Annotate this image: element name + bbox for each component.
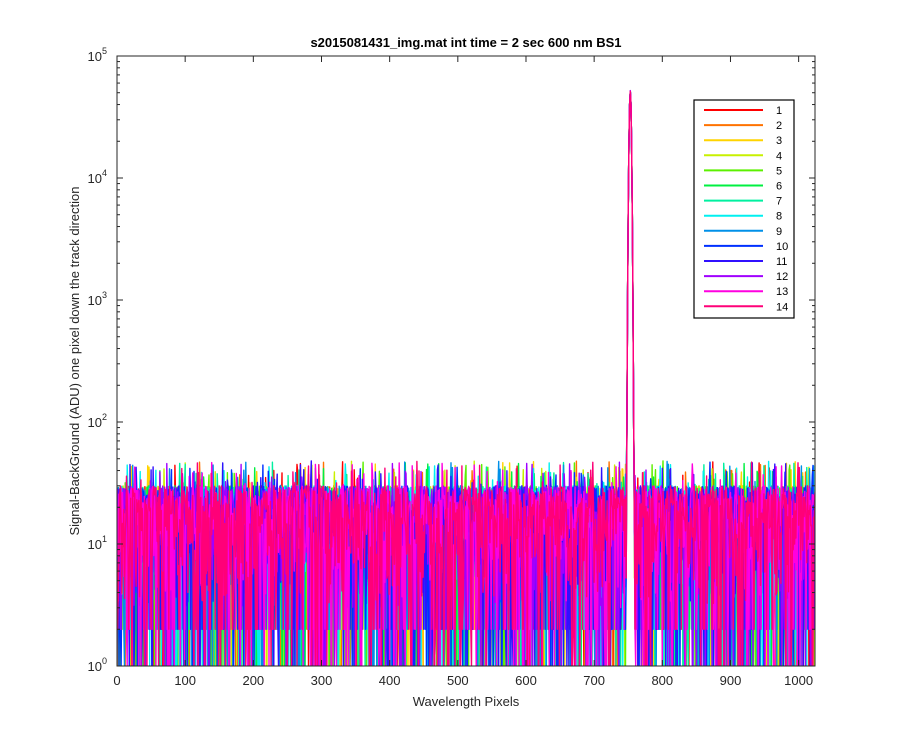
x-tick-label: 300 — [311, 673, 333, 688]
x-tick-label: 600 — [515, 673, 537, 688]
y-tick-label: 103 — [88, 290, 107, 308]
legend-label-4: 4 — [776, 150, 782, 162]
x-tick-label: 1000 — [784, 673, 813, 688]
x-tick-label: 900 — [720, 673, 742, 688]
x-tick-label: 500 — [447, 673, 469, 688]
x-tick-label: 400 — [379, 673, 401, 688]
y-tick-label: 104 — [88, 168, 107, 186]
legend-box — [693, 99, 795, 319]
series-layer — [117, 89, 815, 666]
y-tick-label: 100 — [88, 656, 107, 674]
legend-label-10: 10 — [776, 241, 788, 253]
x-tick-label: 100 — [174, 673, 196, 688]
x-axis: 0 100 200 300 400 500 600 700 800 900 1000 — [113, 56, 813, 688]
legend-label-14: 14 — [776, 301, 788, 313]
y-tick-label: 105 — [88, 46, 107, 64]
legend-label-11: 11 — [776, 256, 787, 268]
y-tick-label: 101 — [88, 534, 107, 552]
x-tick-label: 0 — [113, 673, 120, 688]
legend-label-12: 12 — [776, 271, 788, 283]
x-axis-label: Wavelength Pixels — [413, 694, 520, 709]
legend-label-6: 6 — [776, 181, 782, 193]
plot-area-frame — [116, 55, 816, 667]
legend-label-5: 5 — [776, 165, 782, 177]
series-line-14 — [117, 90, 815, 666]
chart-title: s2015081431_img.mat int time = 2 sec 600… — [310, 35, 621, 50]
legend-label-1: 1 — [776, 105, 782, 117]
legend-label-7: 7 — [776, 196, 782, 208]
legend-label-13: 13 — [776, 286, 788, 298]
y-axis-label: Signal-BackGround (ADU) one pixel down t… — [67, 186, 82, 535]
legend-label-3: 3 — [776, 135, 782, 147]
x-tick-label: 700 — [583, 673, 605, 688]
legend-label-2: 2 — [776, 120, 782, 132]
x-tick-label: 200 — [242, 673, 264, 688]
legend-label-8: 8 — [776, 211, 782, 223]
x-tick-label: 800 — [651, 673, 673, 688]
y-tick-label: 102 — [88, 412, 107, 430]
legend-label-9: 9 — [776, 226, 782, 238]
